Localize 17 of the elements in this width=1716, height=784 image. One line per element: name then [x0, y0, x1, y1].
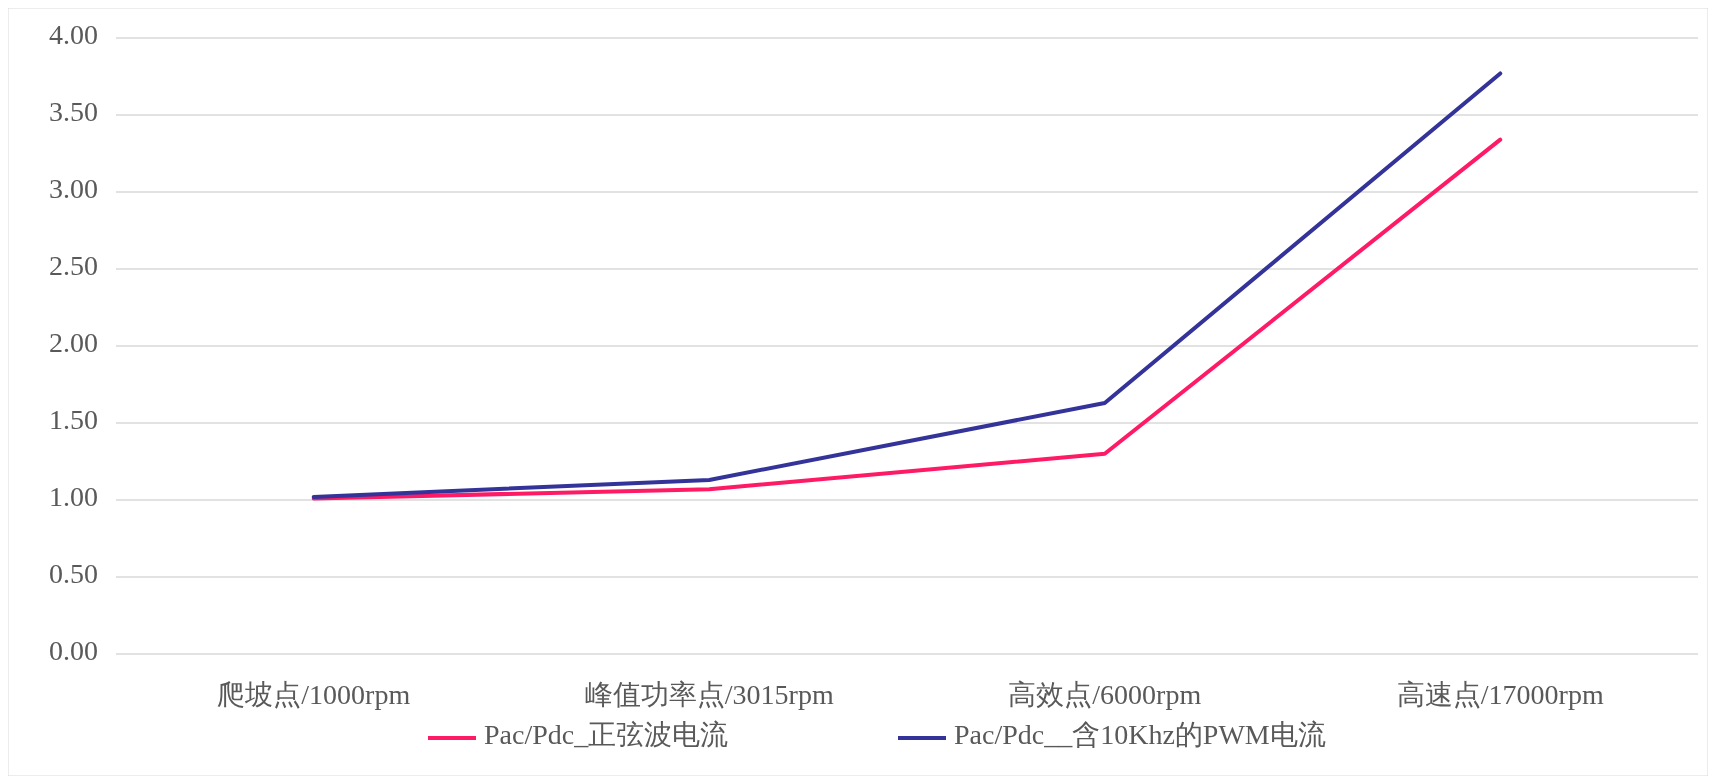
y-tick-label: 3.50	[49, 96, 98, 128]
x-tick-label: 高速点/17000rpm	[1396, 679, 1604, 710]
line-series	[311, 71, 1503, 499]
legend-label: Pac/Pdc_正弦波电流	[484, 719, 729, 751]
x-tick-label: 高效点/6000rpm	[1008, 679, 1202, 710]
y-tick-label: 0.50	[49, 558, 98, 590]
x-tick-label: 爬坡点/1000rpm	[217, 679, 411, 710]
y-tick-label: 1.00	[49, 481, 98, 513]
y-tick-label: 4.00	[49, 19, 98, 51]
y-tick-label: 0.00	[49, 635, 98, 667]
y-tick-label: 1.50	[49, 404, 98, 436]
legend-label: Pac/Pdc__含10Khz的PWM电流	[954, 719, 1326, 751]
x-tick-label: 峰值功率点/3015rpm	[584, 679, 834, 710]
y-tick-label: 2.50	[49, 250, 98, 282]
y-tick-label: 2.00	[49, 327, 98, 359]
y-tick-label: 3.00	[49, 173, 98, 205]
line-series	[311, 137, 1503, 501]
